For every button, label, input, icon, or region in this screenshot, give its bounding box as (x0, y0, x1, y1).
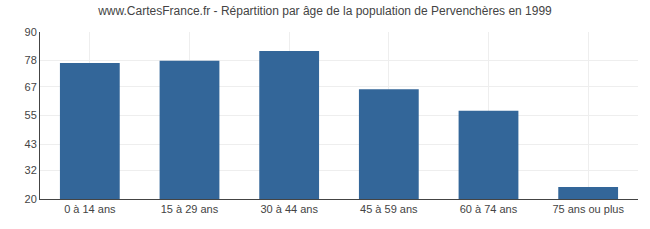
svg-text:32: 32 (25, 164, 37, 176)
svg-text:43: 43 (25, 138, 37, 150)
svg-text:30 à 44 ans: 30 à 44 ans (260, 203, 318, 215)
svg-text:20: 20 (25, 193, 37, 205)
svg-text:67: 67 (25, 81, 37, 93)
svg-text:78: 78 (25, 54, 37, 66)
svg-text:60 à 74 ans: 60 à 74 ans (460, 203, 518, 215)
svg-text:75 ans ou plus: 75 ans ou plus (552, 203, 624, 215)
svg-text:15 à 29 ans: 15 à 29 ans (161, 203, 219, 215)
svg-text:45 à 59 ans: 45 à 59 ans (360, 203, 418, 215)
svg-text:www.CartesFrance.fr - Répartit: www.CartesFrance.fr - Répartition par âg… (97, 4, 552, 18)
svg-text:90: 90 (25, 26, 37, 38)
svg-text:55: 55 (25, 109, 37, 121)
svg-text:0 à 14 ans: 0 à 14 ans (64, 203, 116, 215)
